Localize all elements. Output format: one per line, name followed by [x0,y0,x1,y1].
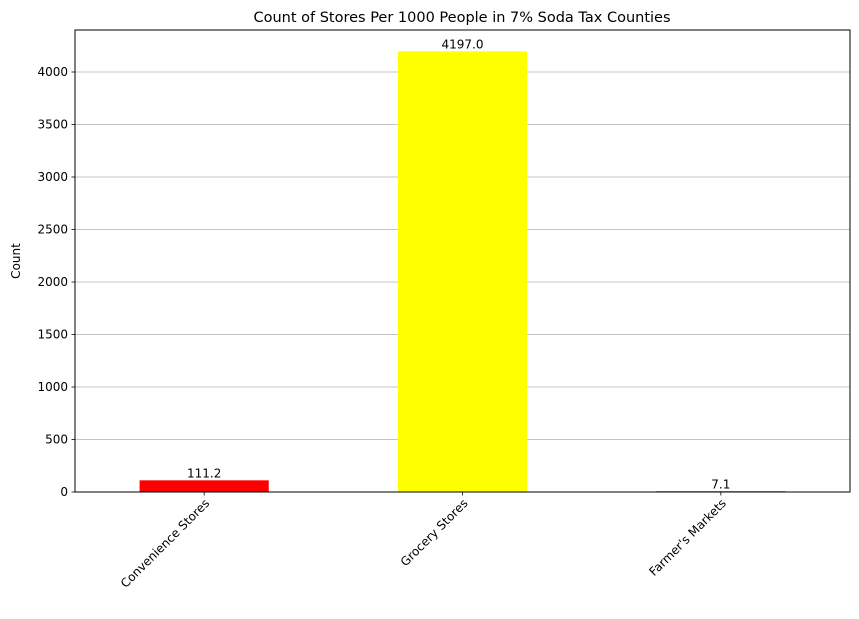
y-tick-label: 1000 [37,380,68,394]
y-tick-label: 2500 [37,223,68,237]
y-tick-label: 4000 [37,65,68,79]
chart-title: Count of Stores Per 1000 People in 7% So… [253,10,670,26]
bar-value-label: 7.1 [711,477,730,491]
bar [397,51,528,492]
bar [139,480,269,492]
y-tick-label: 3500 [37,118,68,132]
bar-value-labels: 111.2 4197.0 7.1 [187,37,730,491]
y-tick-label: 500 [45,433,68,447]
y-axis-ticks: 0 500 1000 1500 2000 2500 3000 3500 4000 [37,65,75,499]
y-tick-label: 0 [60,485,68,499]
bars [139,51,786,493]
y-tick-label: 3000 [37,170,68,184]
bar-value-label: 111.2 [187,466,221,480]
bar-value-label: 4197.0 [442,37,484,51]
y-tick-label: 1500 [37,328,68,342]
y-axis-label: Count [9,243,23,279]
y-tick-label: 2000 [37,275,68,289]
